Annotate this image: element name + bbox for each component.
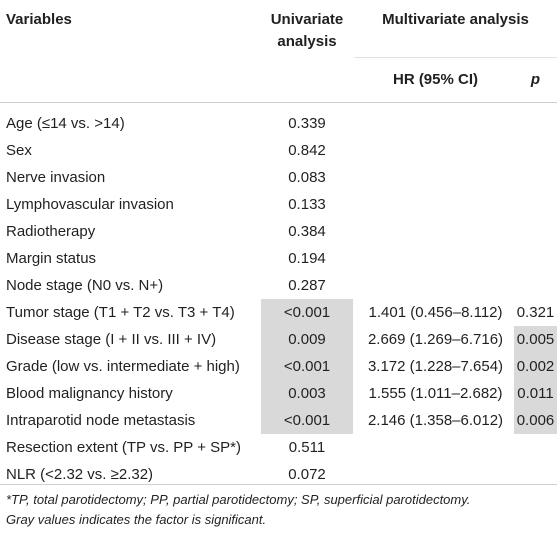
p-cell (514, 434, 557, 461)
univariate-cell: 0.072 (288, 466, 326, 483)
header-rule (0, 102, 557, 103)
variable-cell: Blood malignancy history (6, 385, 173, 402)
table-row: Blood malignancy history 0.003 1.555 (1.01… (0, 380, 557, 407)
multivariate-underline (354, 57, 557, 58)
univariate-cell: 0.009 (288, 331, 326, 348)
univariate-cell: 0.511 (288, 439, 326, 456)
variable-cell: Age (≤14 vs. >14) (6, 115, 125, 132)
univariate-cell: 0.194 (288, 250, 326, 267)
variable-cell: Intraparotid node metastasis (6, 412, 196, 429)
hr-cell (354, 137, 517, 164)
hr-cell (354, 218, 517, 245)
p-shade (514, 380, 557, 407)
univariate-cell: 0.384 (288, 223, 326, 240)
p-cell (514, 245, 557, 272)
header-univariate-line2: analysis (277, 33, 337, 50)
hr-cell: 1.401 (0.456–8.112) (368, 304, 503, 321)
p-cell (514, 218, 557, 245)
univariate-cell: 0.133 (288, 196, 326, 213)
footnote-line1: *TP, total parotidectomy; PP, partial pa… (6, 492, 471, 507)
variable-cell: Resection extent (TP vs. PP + SP*) (6, 439, 241, 456)
univariate-cell: 0.287 (288, 277, 326, 294)
header-univariate-line1: Univariate (270, 11, 344, 28)
p-cell (514, 137, 557, 164)
hr-cell (354, 272, 517, 299)
variable-cell: Nerve invasion (6, 169, 106, 186)
table-row: Node stage (N0 vs. N+) 0.287 (0, 272, 557, 299)
hr-cell (354, 191, 517, 218)
p-shade (514, 407, 557, 434)
hr-cell: 3.172 (1.228–7.654) (367, 358, 504, 375)
header-hr: HR (95% CI) (392, 71, 478, 88)
hr-cell: 2.669 (1.269–6.716) (367, 331, 504, 348)
univariate-shade (261, 380, 353, 407)
table-row: Disease stage (I + II vs. III + IV) 0.009… (0, 326, 557, 353)
univariate-cell: 0.003 (288, 385, 326, 402)
header-multivariate: Multivariate analysis (382, 11, 529, 28)
table-row: Grade (low vs. intermediate + high) <0.00… (0, 353, 557, 380)
p-cell (514, 191, 557, 218)
bottom-rule (0, 484, 557, 485)
variable-cell: Sex (6, 142, 32, 159)
univariate-cell: <0.001 (283, 358, 331, 375)
variable-cell: Lymphovascular invasion (6, 196, 174, 213)
table-row: Tumor stage (T1 + T2 vs. T3 + T4) <0.001 1… (0, 299, 557, 326)
p-cell: 0.002 (516, 358, 555, 375)
p-cell (514, 110, 557, 137)
univariate-shade (261, 299, 353, 326)
hr-cell (354, 245, 517, 272)
hr-cell: 1.555 (1.011–2.682) (368, 385, 503, 402)
univariate-shade (261, 407, 353, 434)
hr-cell (354, 434, 517, 461)
univariate-cell: 0.083 (288, 169, 326, 186)
table-row: Nerve invasion 0.083 (0, 164, 557, 191)
variable-cell: Disease stage (I + II vs. III + IV) (6, 331, 217, 348)
variable-cell: NLR (<2.32 vs. ≥2.32) (6, 466, 154, 483)
variable-cell: Radiotherapy (6, 223, 96, 240)
p-shade (514, 326, 557, 353)
p-cell: 0.011 (517, 385, 554, 402)
variable-cell: Grade (low vs. intermediate + high) (6, 358, 240, 375)
table-row: NLR (<2.32 vs. ≥2.32) 0.072 (0, 461, 557, 488)
p-cell: 0.321 (516, 304, 555, 321)
hr-cell (354, 164, 517, 191)
univariate-cell: 0.339 (288, 115, 326, 132)
p-cell (514, 164, 557, 191)
univariate-shade (261, 353, 353, 380)
header-variables: Variables (6, 11, 72, 28)
hr-cell (354, 110, 517, 137)
variable-cell: Node stage (N0 vs. N+) (6, 277, 164, 294)
variable-cell: Tumor stage (T1 + T2 vs. T3 + T4) (6, 304, 235, 321)
univariate-shade (261, 326, 353, 353)
univariate-cell: <0.001 (283, 412, 331, 429)
table-row: Margin status 0.194 (0, 245, 557, 272)
table-row: Lymphovascular invasion 0.133 (0, 191, 557, 218)
table-row: Age (≤14 vs. >14) 0.339 (0, 110, 557, 137)
variable-cell: Margin status (6, 250, 97, 267)
header-p: p (530, 71, 541, 88)
p-shade (514, 353, 557, 380)
table-row: Intraparotid node metastasis <0.001 2.146 … (0, 407, 557, 434)
p-cell (514, 272, 557, 299)
p-cell: 0.005 (516, 331, 555, 348)
footnote-line2: Gray values indicates the factor is sign… (6, 512, 267, 527)
table-row: Sex 0.842 (0, 137, 557, 164)
p-cell: 0.006 (516, 412, 555, 429)
univariate-cell: 0.842 (288, 142, 326, 159)
table-row: Radiotherapy 0.384 (0, 218, 557, 245)
univariate-cell: <0.001 (283, 304, 331, 321)
table-row: Resection extent (TP vs. PP + SP*) 0.511 (0, 434, 557, 461)
hr-cell: 2.146 (1.358–6.012) (367, 412, 504, 429)
